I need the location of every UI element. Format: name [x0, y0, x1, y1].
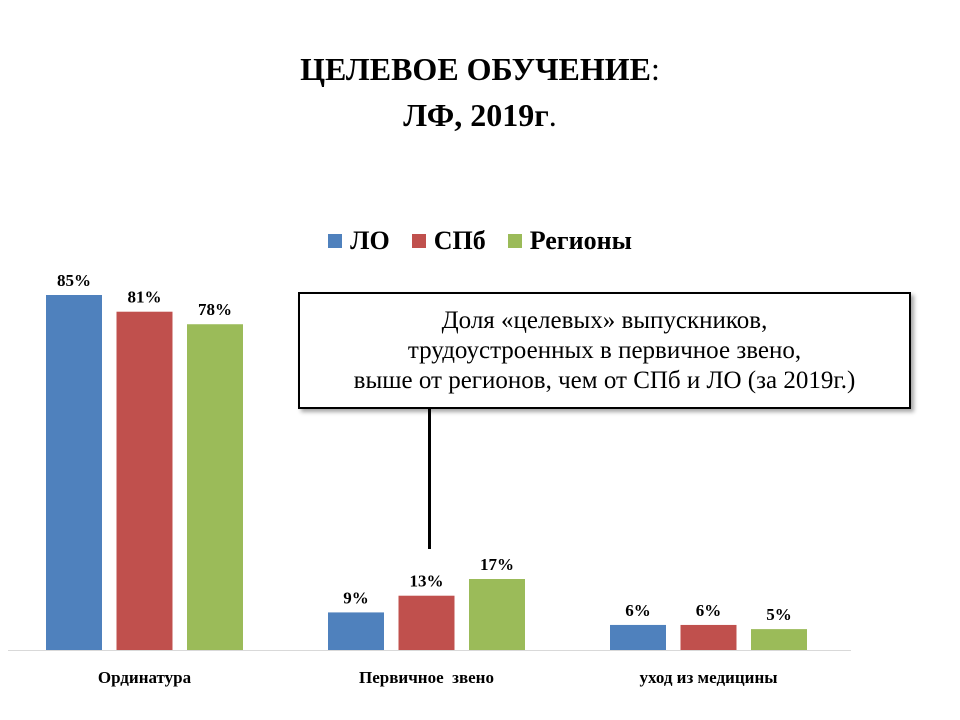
chart-subtitle-main: ЛФ, 2019г	[403, 97, 549, 133]
legend-item-spb: СПб	[411, 226, 486, 256]
data-label-regions-leaving-medicine: 5%	[766, 605, 792, 624]
legend-item-regions: Регионы	[507, 226, 632, 256]
bar-lo-ordinatura	[46, 295, 102, 650]
legend-label-lo: ЛО	[350, 226, 390, 255]
callout-box: Доля «целевых» выпускников, трудоустроен…	[298, 292, 911, 409]
bar-lo-leaving-medicine	[610, 624, 666, 650]
callout-text: Доля «целевых» выпускников, трудоустроен…	[354, 306, 856, 396]
chart-title-main: ЦЕЛЕВОЕ ОБУЧЕНИЕ	[300, 51, 652, 87]
data-label-regions-primary-care: 17%	[480, 555, 514, 574]
bar-regions-primary-care	[469, 579, 525, 650]
data-label-regions-ordinatura: 78%	[198, 300, 232, 319]
legend-swatch-lo	[328, 234, 343, 248]
bar-regions-leaving-medicine	[751, 629, 807, 650]
legend-item-lo: ЛО	[328, 226, 390, 256]
data-label-spb-primary-care: 13%	[410, 572, 444, 591]
legend-label-regions: Регионы	[529, 226, 632, 255]
bar-spb-leaving-medicine	[680, 624, 737, 650]
legend-swatch-spb	[411, 234, 426, 248]
chart-subtitle-dot: .	[548, 97, 557, 133]
bar-spb-primary-care	[398, 595, 455, 650]
callout-line-2: трудоустроенных в первичное звено,	[407, 336, 802, 364]
legend-swatch-regions	[507, 234, 522, 248]
bar-spb-ordinatura	[116, 311, 173, 650]
legend: ЛО СПб Регионы	[0, 226, 960, 256]
chart-title-line-2: ЛФ, 2019г.	[0, 94, 960, 136]
callout-pointer	[428, 409, 431, 549]
data-label-lo-leaving-medicine: 6%	[625, 601, 651, 620]
callout-line-3: выше от регионов, чем от СПб и ЛО (за 20…	[353, 366, 856, 394]
callout-line-1: Доля «целевых» выпускников,	[441, 306, 768, 334]
chart-title-colon: :	[651, 51, 660, 87]
chart-title-line-1: ЦЕЛЕВОЕ ОБУЧЕНИЕ:	[0, 48, 960, 90]
category-label-primary-care: Первичное звено	[359, 668, 494, 687]
legend-label-spb: СПб	[433, 226, 486, 255]
bar-regions-ordinatura	[187, 324, 243, 650]
data-label-spb-ordinatura: 81%	[128, 288, 162, 307]
data-label-lo-ordinatura: 85%	[57, 271, 91, 290]
category-label-ordinatura: Ординатура	[98, 668, 192, 687]
bar-lo-primary-care	[328, 612, 384, 650]
category-label-leaving-medicine: уход из медицины	[639, 668, 777, 687]
data-label-spb-leaving-medicine: 6%	[696, 601, 722, 620]
data-label-lo-primary-care: 9%	[343, 588, 369, 607]
